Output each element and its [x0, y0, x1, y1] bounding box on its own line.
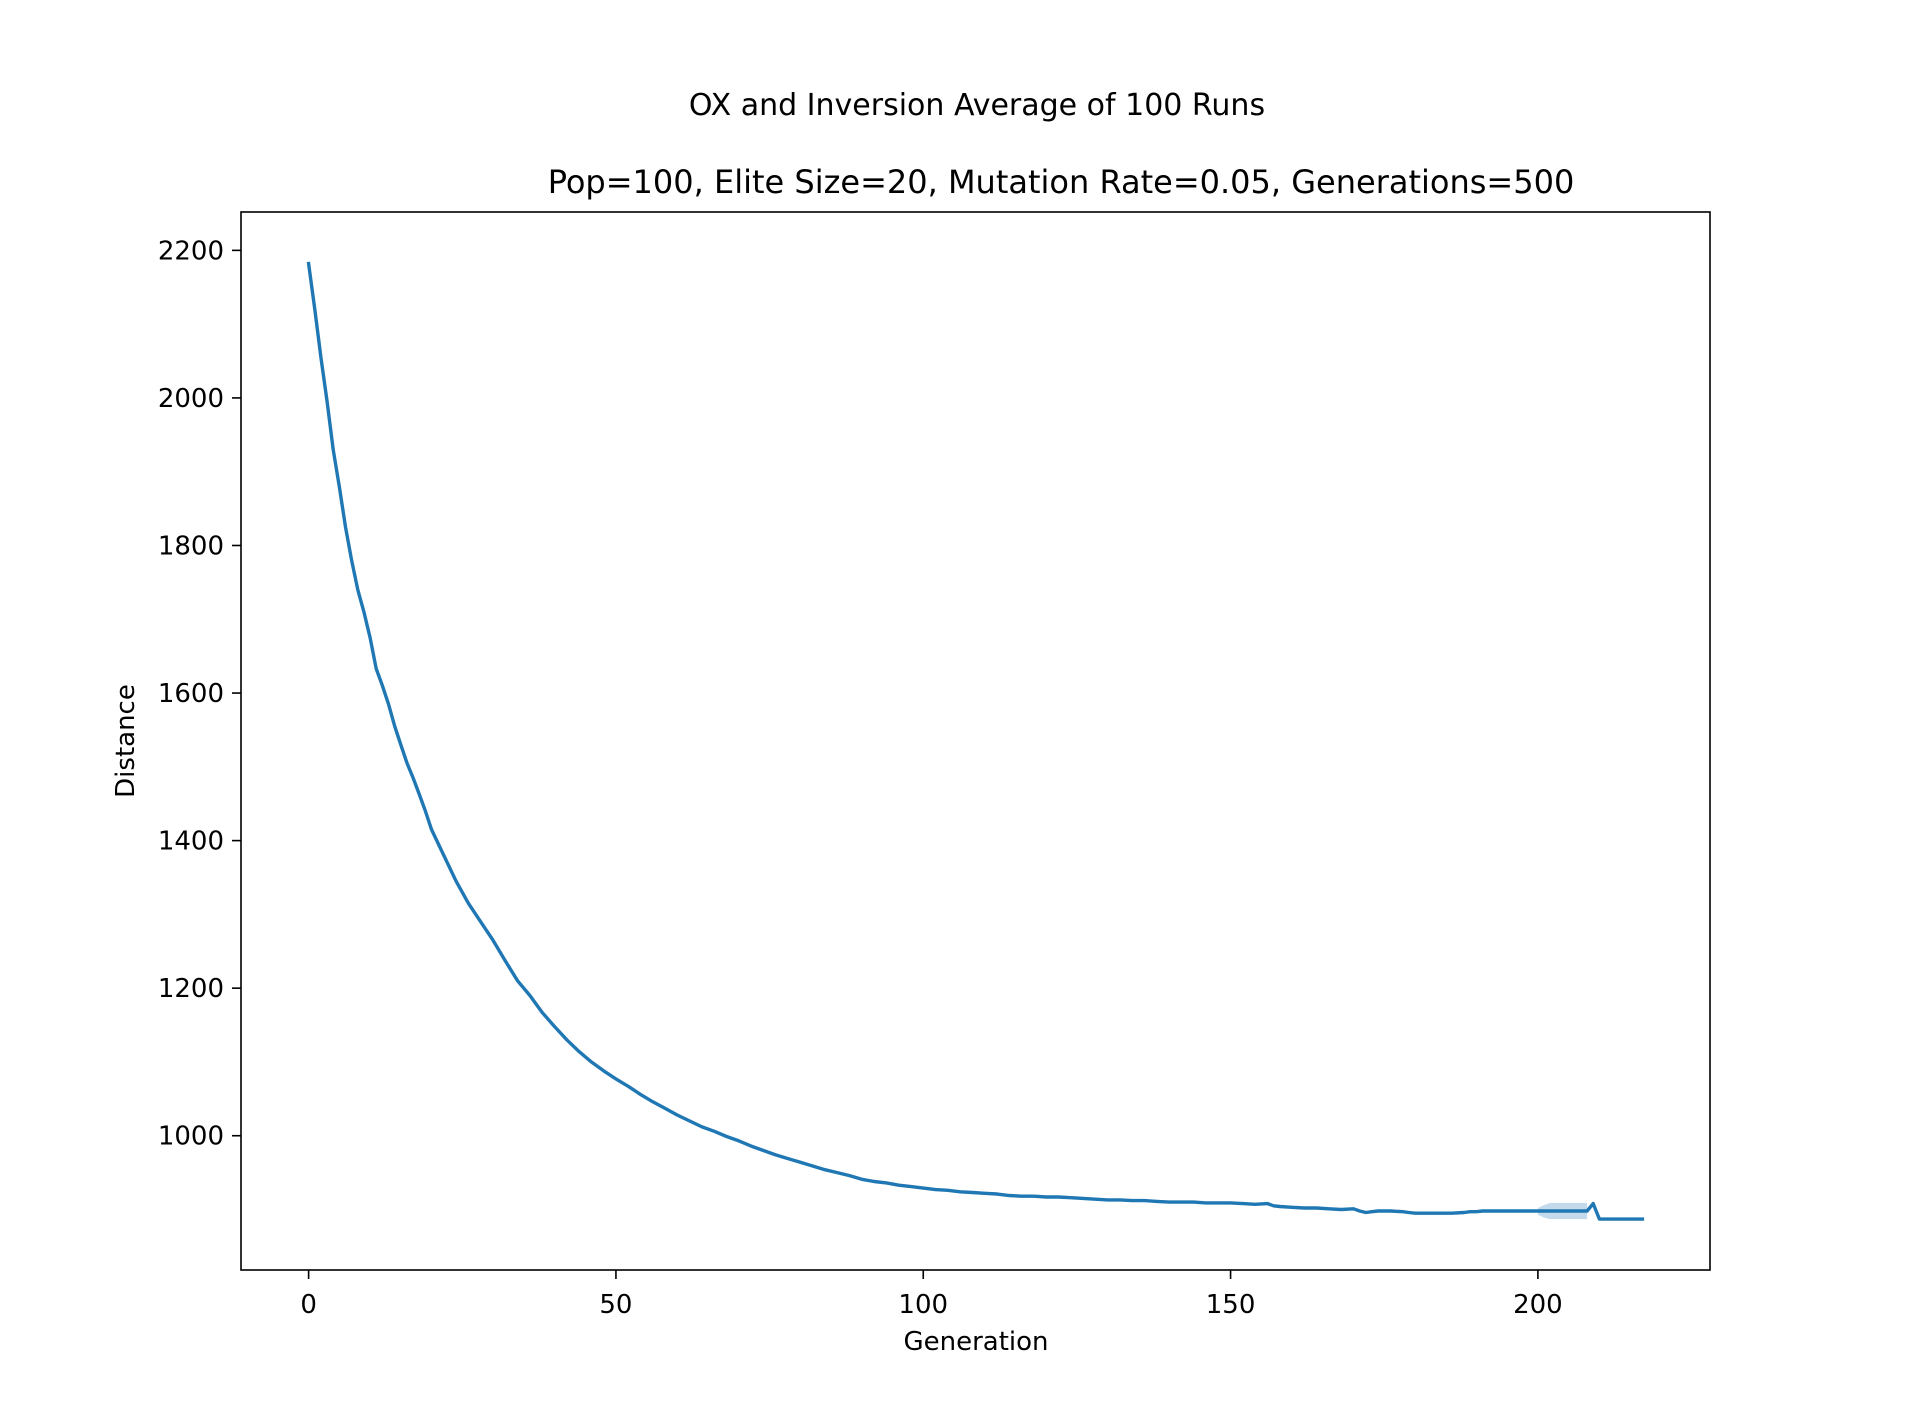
x-axis-ticks: 0 50 100 150 200	[300, 1270, 1563, 1320]
x-tick-label: 150	[1206, 1290, 1256, 1320]
x-tick-label: 100	[898, 1290, 948, 1320]
y-tick-label: 1600	[158, 679, 224, 709]
chart-suptitle: OX and Inversion Average of 100 Runs	[689, 88, 1265, 123]
chart-title: Pop=100, Elite Size=20, Mutation Rate=0.…	[548, 163, 1575, 201]
plot-area-frame	[240, 211, 1711, 1271]
y-tick-label: 1000	[158, 1122, 224, 1152]
y-tick-label: 1200	[158, 974, 224, 1004]
series-line-layer	[306, 261, 1645, 1221]
series-line	[306, 261, 1645, 1221]
y-axis-ticks: 1000 1200 1400 1600 1800 2000 2200	[158, 236, 241, 1152]
y-axis-label: Distance	[111, 684, 141, 798]
y-tick-label: 1400	[158, 827, 224, 857]
y-tick-label: 1800	[158, 531, 224, 561]
y-tick-label: 2000	[158, 384, 224, 414]
x-tick-label: 200	[1513, 1290, 1563, 1320]
x-tick-label: 0	[300, 1290, 317, 1320]
x-tick-label: 50	[599, 1290, 632, 1320]
x-axis-label: Generation	[903, 1327, 1048, 1357]
y-tick-label: 2200	[158, 236, 224, 266]
